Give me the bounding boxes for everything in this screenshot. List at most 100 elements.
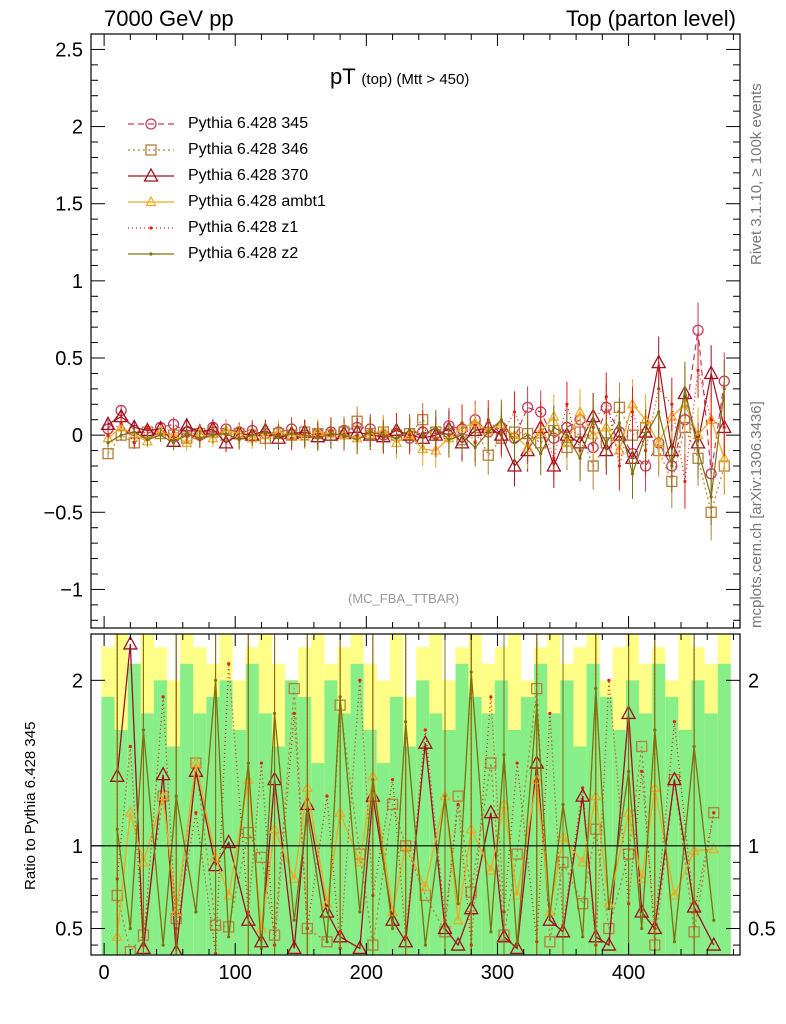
data-point: [115, 827, 119, 831]
data-point: [185, 432, 189, 436]
data-point: [672, 720, 677, 724]
data-point: [423, 728, 427, 732]
data-point: [511, 889, 523, 900]
legend-marker: [145, 144, 157, 156]
plot-title-main: pT: [330, 64, 356, 89]
y-tick-label: 0.5: [55, 348, 83, 370]
data-point: [574, 405, 586, 417]
data-point: [316, 436, 320, 440]
data-point: [292, 711, 296, 716]
ratio-y-tick-label: 2: [72, 670, 83, 692]
data-point: [670, 402, 674, 406]
data-point: [246, 761, 250, 765]
plot-title-sub: (top) (Mtt > 450): [361, 71, 470, 88]
data-point: [499, 418, 503, 422]
legend-label: Pythia 6.428 ambt1: [188, 193, 326, 210]
legend-swatch: [128, 167, 174, 182]
data-point: [456, 802, 460, 807]
series-line: [107, 362, 725, 468]
data-point: [709, 418, 713, 422]
data-point: [636, 872, 648, 883]
data-point: [692, 324, 704, 336]
data-point: [604, 394, 608, 399]
series-main-1: [102, 382, 730, 541]
data-point: [604, 441, 608, 445]
series-line: [116, 762, 714, 937]
data-point: [417, 734, 433, 749]
data-point: [548, 913, 552, 917]
data-point: [172, 441, 176, 445]
data-point: [172, 430, 176, 434]
ratio-plot-series: [109, 634, 722, 955]
data-point: [390, 926, 395, 931]
x-axis-tick-labels: 0 100 200 300 400: [99, 962, 646, 984]
data-point: [712, 918, 716, 922]
data-point: [565, 433, 569, 437]
data-point: [290, 432, 294, 436]
data-point: [450, 936, 466, 951]
ratio-band-inner: [363, 729, 377, 955]
data-point: [653, 436, 665, 447]
ratio-band-inner: [481, 713, 495, 955]
data-point: [124, 946, 136, 955]
data-point: [594, 687, 598, 691]
data-point: [552, 456, 556, 460]
data-point: [657, 410, 661, 414]
data-point: [489, 930, 493, 934]
series-main-0: [102, 302, 730, 502]
data-point: [515, 943, 519, 947]
data-point: [355, 438, 359, 442]
data-point: [213, 678, 218, 682]
data-point: [544, 936, 556, 948]
data-point: [423, 943, 427, 947]
data-point: [469, 670, 473, 674]
legend-label: Pythia 6.428 345: [188, 115, 309, 132]
ratio-band-inner: [206, 696, 220, 955]
header-left: 7000 GeV pp: [104, 6, 234, 31]
ratio-y-tick-label: 0.5: [55, 919, 83, 941]
data-point: [512, 410, 517, 414]
data-point: [672, 940, 677, 944]
data-point: [325, 794, 329, 798]
y-tick-label: −1: [60, 579, 83, 601]
data-point: [561, 802, 565, 807]
data-point: [552, 425, 556, 430]
legend-label: Pythia 6.428 z2: [188, 245, 299, 262]
main-y-axis: −1 −0.5 0 0.5 1 1.5 2 2.5: [44, 39, 740, 621]
data-point: [161, 695, 165, 699]
y-tick-label: 2: [72, 117, 83, 139]
data-point: [255, 922, 267, 933]
data-point: [617, 464, 621, 468]
data-point: [354, 856, 366, 867]
data-point: [712, 811, 716, 815]
data-point: [119, 421, 123, 425]
data-point: [603, 922, 615, 935]
data-point: [515, 761, 519, 765]
data-point: [708, 807, 720, 819]
legend-marker: [145, 195, 157, 207]
y-tick-label: 2.5: [55, 39, 83, 61]
ratio-band-inner: [389, 696, 404, 955]
data-point: [452, 913, 464, 925]
data-point: [161, 943, 165, 947]
data-point: [460, 433, 464, 437]
data-point: [502, 753, 506, 757]
data-point: [417, 442, 429, 454]
data-point: [419, 880, 431, 892]
series-line: [107, 405, 725, 515]
ratio-band-inner: [442, 729, 456, 955]
data-point: [668, 889, 680, 900]
data-point: [708, 842, 720, 854]
series-line: [116, 672, 715, 949]
data-point: [292, 918, 296, 922]
data-point: [237, 438, 241, 442]
legend-swatch: [128, 144, 174, 156]
data-point: [692, 744, 696, 749]
ratio-y-tick-label-right: 1: [748, 836, 759, 858]
data-point: [539, 452, 543, 456]
ratio-band-inner: [560, 680, 574, 955]
legend-marker: [143, 167, 159, 182]
plot-title: pT (top) (Mtt > 450): [330, 64, 469, 90]
data-point: [607, 678, 611, 682]
